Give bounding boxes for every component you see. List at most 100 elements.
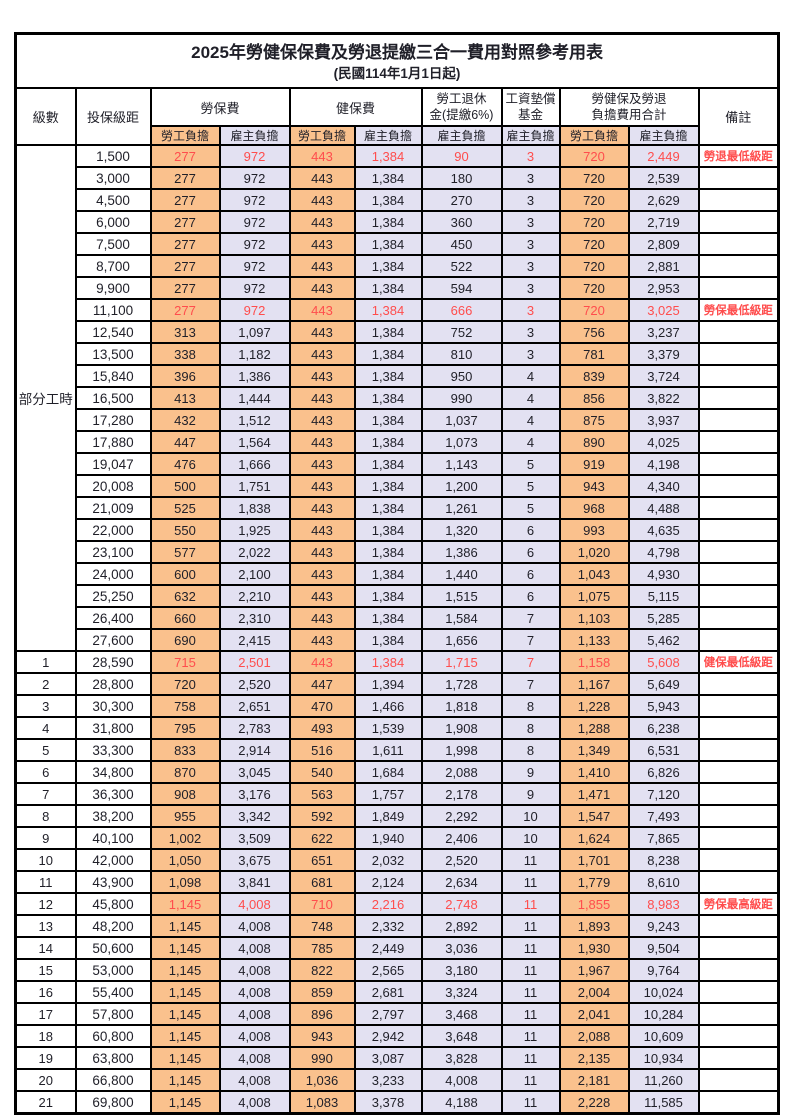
health-employer-cell: 2,449 (353, 936, 423, 960)
bracket-cell: 20,008 (74, 474, 152, 498)
labor-employer-cell: 3,841 (218, 870, 291, 894)
fund-employer-cell: 3 (500, 210, 561, 234)
remark-cell (697, 518, 780, 542)
total-employee-cell: 1,103 (558, 606, 630, 630)
remark-cell (697, 584, 780, 608)
health-employer-cell: 1,384 (353, 276, 423, 300)
total-employee-cell: 1,893 (558, 914, 630, 938)
health-employee-cell: 822 (288, 958, 356, 982)
fund-employer-cell: 9 (500, 782, 561, 806)
total-employee-cell: 756 (558, 320, 630, 344)
health-employer-cell: 1,384 (353, 232, 423, 256)
fee-table: 2025年勞健保保費及勞退提繳三合一費用對照參考用表 (民國114年1月1日起)… (14, 32, 781, 1115)
labor-employee-cell: 955 (149, 804, 221, 828)
fund-header-line1: 工資墊償 (505, 91, 556, 106)
total-employer-cell: 5,608 (627, 650, 700, 674)
bracket-cell: 12,540 (74, 320, 152, 344)
remark-cell (697, 540, 780, 564)
pension-employer-cell: 2,892 (420, 914, 503, 938)
table-row: 6,000 277 972 443 1,384 360 3 720 2,719 (16, 210, 780, 234)
health-employee-cell: 1,083 (288, 1090, 356, 1115)
total-employee-cell: 1,349 (558, 738, 630, 762)
health-employer-cell: 1,384 (353, 606, 423, 630)
total-employee-cell: 875 (558, 408, 630, 432)
labor-employee-cell: 338 (149, 342, 221, 366)
bracket-cell: 25,250 (74, 584, 152, 608)
total-employee-cell: 720 (558, 232, 630, 256)
title-row: 2025年勞健保保費及勞退提繳三合一費用對照參考用表 (民國114年1月1日起) (14, 32, 780, 89)
table-row: 3 30,300 758 2,651 470 1,466 1,818 8 1,228 5,943 (14, 694, 780, 718)
level-cell: 16 (14, 980, 77, 1004)
total-employer-cell: 2,881 (627, 254, 700, 278)
pension-employer-cell: 1,728 (420, 672, 503, 696)
labor-employer-cell: 1,182 (218, 342, 291, 366)
bracket-cell: 3,000 (74, 166, 152, 190)
table-row: 21,009 525 1,838 443 1,384 1,261 5 968 4,488 (16, 496, 780, 520)
table-row: 19,047 476 1,666 443 1,384 1,143 5 919 4,198 (16, 452, 780, 476)
remark-cell (697, 430, 780, 454)
bracket-cell: 17,280 (74, 408, 152, 432)
remark-cell (697, 980, 780, 1004)
labor-employer-cell: 2,520 (218, 672, 291, 696)
total-employee-cell: 1,167 (558, 672, 630, 696)
total-employer-cell: 2,719 (627, 210, 700, 234)
table-row: 9 40,100 1,002 3,509 622 1,940 2,406 10 1,624 7,8… (14, 826, 780, 850)
labor-employee-cell: 313 (149, 320, 221, 344)
pension-header-line1: 勞工退休 (436, 91, 487, 106)
fund-employer-cell: 11 (500, 848, 561, 872)
labor-employer-cell: 2,022 (218, 540, 291, 564)
labor-employee-cell: 476 (149, 452, 221, 476)
total-employer-cell: 8,983 (627, 892, 700, 916)
col-header-pension-group: 勞工退休 金(提繳6%) (420, 87, 503, 127)
level-cell: 8 (14, 804, 77, 828)
total-employer-cell: 5,462 (627, 628, 700, 652)
total-employee-cell: 1,075 (558, 584, 630, 608)
bracket-cell: 36,300 (74, 782, 152, 806)
health-employer-cell: 1,384 (353, 408, 423, 432)
bracket-cell: 40,100 (74, 826, 152, 850)
pension-employer-cell: 810 (420, 342, 503, 366)
health-employee-cell: 443 (288, 188, 356, 212)
remark-cell (697, 936, 780, 960)
health-employee-cell: 443 (288, 254, 356, 278)
table-row: 20,008 500 1,751 443 1,384 1,200 5 943 4,340 (16, 474, 780, 498)
health-employee-cell: 443 (288, 386, 356, 410)
remark-cell (697, 342, 780, 366)
fund-employer-cell: 3 (500, 298, 561, 322)
pension-employer-cell: 752 (420, 320, 503, 344)
fund-employer-cell: 11 (500, 892, 561, 916)
health-employee-cell: 859 (288, 980, 356, 1004)
labor-employee-cell: 1,145 (149, 914, 221, 938)
total-employer-cell: 7,120 (627, 782, 700, 806)
total-employee-cell: 720 (558, 166, 630, 190)
remark-cell (697, 1068, 780, 1092)
health-employer-cell: 1,384 (353, 166, 423, 190)
remark-cell (697, 738, 780, 762)
pension-employer-cell: 1,386 (420, 540, 503, 564)
fund-employer-cell: 3 (500, 232, 561, 256)
total-employer-cell: 4,488 (627, 496, 700, 520)
labor-employer-cell: 2,783 (218, 716, 291, 740)
health-employer-cell: 1,466 (353, 694, 423, 718)
labor-employer-cell: 2,914 (218, 738, 291, 762)
col-header-remark: 備註 (697, 87, 780, 146)
labor-employee-cell: 277 (149, 232, 221, 256)
total-employer-cell: 7,493 (627, 804, 700, 828)
pension-employer-cell: 2,406 (420, 826, 503, 850)
labor-employer-cell: 4,008 (218, 914, 291, 938)
pension-employer-cell: 2,088 (420, 760, 503, 784)
table-row: 16 55,400 1,145 4,008 859 2,681 3,324 11 2,004 10… (14, 980, 780, 1004)
pension-employer-cell: 1,320 (420, 518, 503, 542)
fund-employer-cell: 3 (500, 166, 561, 190)
pension-employer-cell: 3,648 (420, 1024, 503, 1048)
remark-cell (697, 628, 780, 652)
level-cell: 3 (14, 694, 77, 718)
health-employee-cell: 896 (288, 1002, 356, 1026)
remark-cell (697, 452, 780, 476)
health-employee-cell: 748 (288, 914, 356, 938)
remark-cell (697, 166, 780, 190)
health-employer-cell: 1,384 (353, 540, 423, 564)
fund-employer-cell: 5 (500, 496, 561, 520)
level-cell: 2 (14, 672, 77, 696)
bracket-cell: 22,000 (74, 518, 152, 542)
